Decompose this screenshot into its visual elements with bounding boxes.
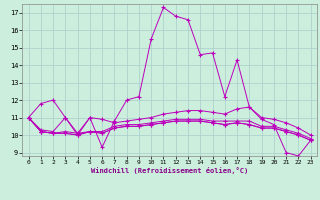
X-axis label: Windchill (Refroidissement éolien,°C): Windchill (Refroidissement éolien,°C) [91, 167, 248, 174]
